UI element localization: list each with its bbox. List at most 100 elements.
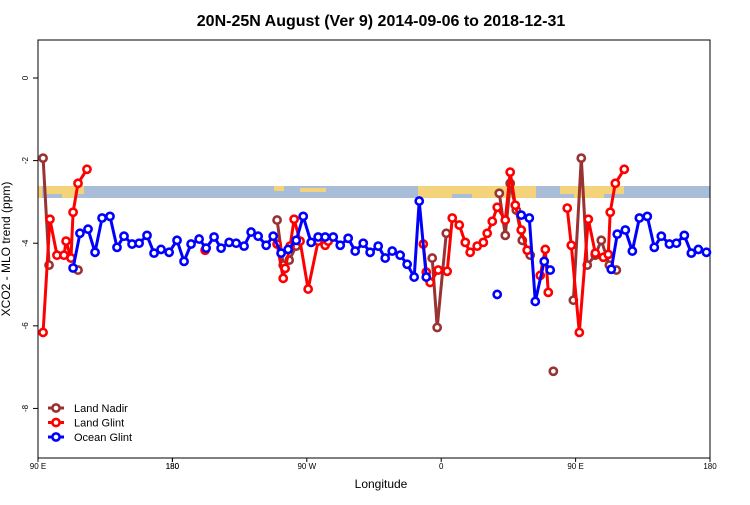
data-point	[61, 236, 71, 247]
data-point	[194, 234, 205, 244]
map-strip	[38, 186, 710, 198]
data-point	[522, 245, 533, 256]
data-point	[283, 244, 294, 255]
data-point	[164, 247, 175, 258]
data-point	[545, 265, 556, 275]
data-point	[671, 238, 682, 249]
data-point	[576, 153, 587, 164]
legend-label: Land Glint	[74, 418, 124, 430]
data-point	[149, 248, 159, 259]
data-point	[478, 237, 489, 248]
data-point	[73, 178, 83, 189]
data-point	[246, 227, 256, 237]
data-point	[679, 230, 690, 241]
data-point	[186, 239, 196, 249]
data-point	[605, 207, 616, 218]
legend-marker	[51, 432, 61, 442]
data-point	[387, 246, 398, 256]
data-point	[548, 366, 559, 377]
data-point	[634, 213, 645, 223]
x-tick-label: 180	[703, 462, 717, 471]
data-point	[134, 238, 144, 249]
data-point	[278, 273, 289, 284]
data-point	[574, 327, 585, 338]
data-point	[276, 248, 287, 259]
data-point	[540, 244, 551, 255]
data-point	[45, 214, 55, 225]
data-point	[500, 230, 511, 241]
data-point	[82, 164, 92, 175]
x-tick-label: 90 E	[30, 462, 46, 471]
data-point	[209, 232, 219, 242]
data-point	[272, 215, 282, 225]
y-tick-label: -2	[21, 157, 30, 165]
data-point	[447, 213, 458, 223]
data-point	[68, 263, 78, 273]
data-point	[239, 241, 249, 252]
data-point	[395, 250, 406, 261]
data-point	[414, 196, 425, 206]
data-point	[516, 225, 527, 235]
data-point	[68, 207, 78, 218]
data-point	[583, 214, 594, 225]
legend-marker	[51, 417, 61, 428]
data-point	[619, 164, 630, 175]
data-point	[335, 240, 346, 251]
data-point	[83, 224, 93, 235]
x-tick-label: 0	[439, 462, 444, 471]
data-point	[642, 211, 653, 222]
data-point	[97, 213, 107, 223]
data-point	[590, 248, 601, 259]
data-point	[596, 235, 607, 246]
data-point	[566, 240, 577, 251]
x-tick-label: 180	[166, 462, 180, 471]
data-point	[620, 225, 631, 235]
data-point	[510, 200, 521, 211]
data-point	[562, 203, 573, 214]
data-point	[693, 244, 704, 255]
data-point	[298, 211, 309, 222]
data-point	[320, 232, 331, 242]
y-axis-label: XCO2 - MLO trend (ppm)	[0, 182, 13, 317]
data-point	[303, 284, 314, 294]
data-point	[610, 178, 621, 189]
data-point	[75, 228, 85, 239]
data-point	[492, 289, 503, 300]
chart-title: 20N-25N August (Ver 9) 2014-09-06 to 201…	[197, 13, 566, 30]
data-point	[280, 263, 291, 274]
y-tick-label: -4	[21, 239, 30, 247]
data-point	[38, 327, 48, 338]
data-point	[291, 235, 302, 246]
data-point	[433, 265, 444, 275]
data-point	[402, 259, 413, 270]
data-point	[516, 210, 527, 221]
data-point	[306, 237, 317, 248]
data-point	[343, 233, 354, 244]
data-point	[649, 242, 660, 253]
data-point	[105, 211, 115, 222]
data-point	[454, 220, 465, 230]
data-point	[441, 228, 452, 239]
y-tick-label: -6	[21, 322, 30, 330]
data-point	[350, 246, 361, 256]
x-tick-label: 90 E	[567, 462, 583, 471]
data-point	[201, 243, 212, 254]
data-point	[289, 214, 300, 225]
data-point	[530, 296, 541, 307]
data-point	[505, 167, 516, 178]
legend-label: Land Nadir	[74, 403, 128, 415]
data-point	[603, 249, 614, 260]
data-point	[253, 231, 264, 242]
data-point	[427, 253, 438, 263]
data-point	[172, 235, 182, 246]
data-point	[482, 228, 493, 239]
data-point	[686, 248, 697, 259]
data-point	[268, 231, 279, 242]
data-point	[112, 242, 122, 253]
data-point	[627, 246, 638, 256]
data-point	[380, 253, 391, 263]
data-point	[460, 237, 471, 248]
data-point	[606, 264, 617, 275]
y-tick-label: 0	[21, 75, 30, 80]
data-point	[409, 272, 420, 282]
